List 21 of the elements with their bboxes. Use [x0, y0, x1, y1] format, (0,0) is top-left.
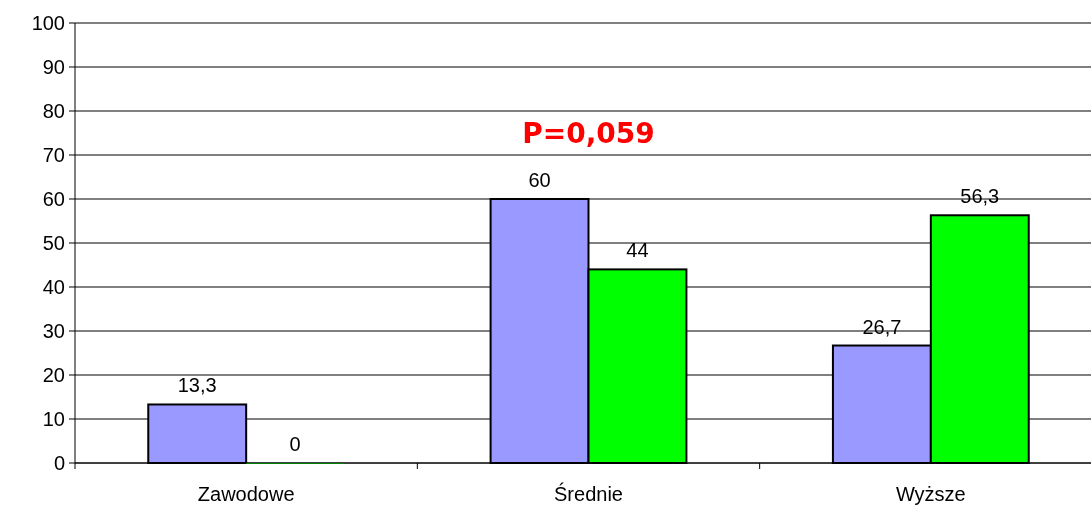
data-label: 56,3 [960, 185, 1000, 208]
y-tick-label: 50 [42, 232, 65, 254]
y-tick-label: 30 [42, 320, 65, 342]
y-tick-label: 100 [31, 12, 65, 34]
data-label: 13,3 [177, 374, 217, 397]
x-tick-label: Wyższe [895, 483, 966, 505]
y-tick-label: 0 [53, 452, 65, 474]
y-tick-label: 10 [42, 408, 65, 430]
y-tick-label: 70 [42, 144, 65, 166]
y-tick-label: 80 [42, 100, 65, 122]
data-label: 60 [528, 169, 551, 191]
data-label: 26,7 [862, 315, 902, 338]
x-tick-label: Zawodowe [197, 483, 295, 505]
y-tick-label: 90 [42, 56, 65, 78]
data-label: 44 [626, 239, 649, 262]
y-tick-label: 40 [42, 276, 65, 298]
x-tick-label: Średnie [554, 482, 623, 505]
y-tick-label: 20 [42, 364, 65, 386]
y-tick-label: 60 [42, 188, 65, 210]
annotation: P=0,059 [522, 116, 655, 150]
data-label: 0 [289, 433, 301, 455]
